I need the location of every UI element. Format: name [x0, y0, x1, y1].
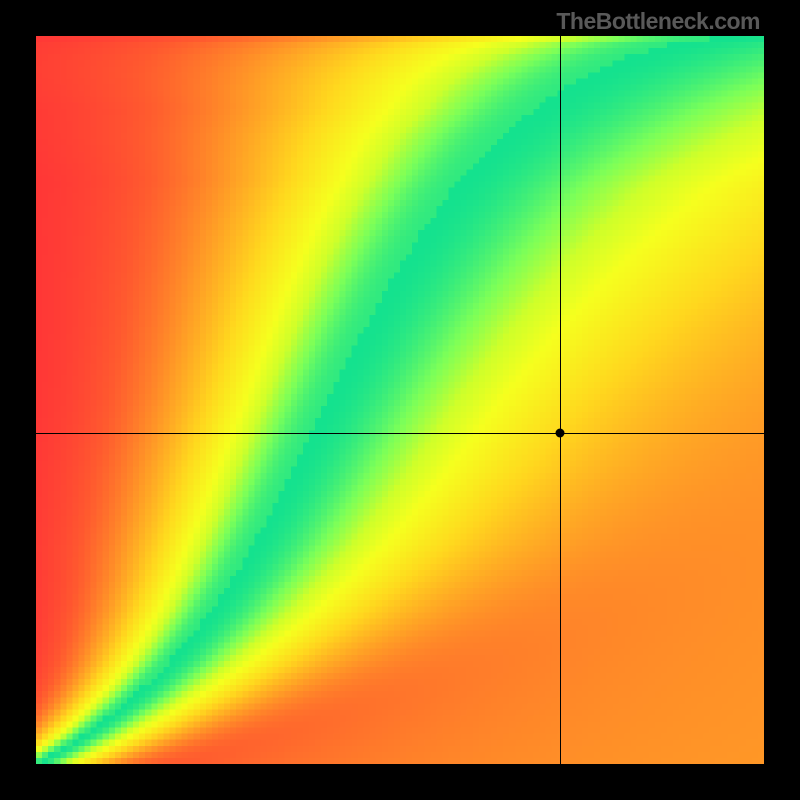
- container: TheBottleneck.com: [0, 0, 800, 800]
- bottleneck-heatmap: [36, 36, 764, 764]
- crosshair-dot: [556, 428, 565, 437]
- crosshair-vertical: [560, 36, 561, 764]
- watermark-label: TheBottleneck.com: [556, 8, 760, 35]
- crosshair-horizontal: [36, 433, 764, 434]
- heatmap-canvas: [36, 36, 764, 764]
